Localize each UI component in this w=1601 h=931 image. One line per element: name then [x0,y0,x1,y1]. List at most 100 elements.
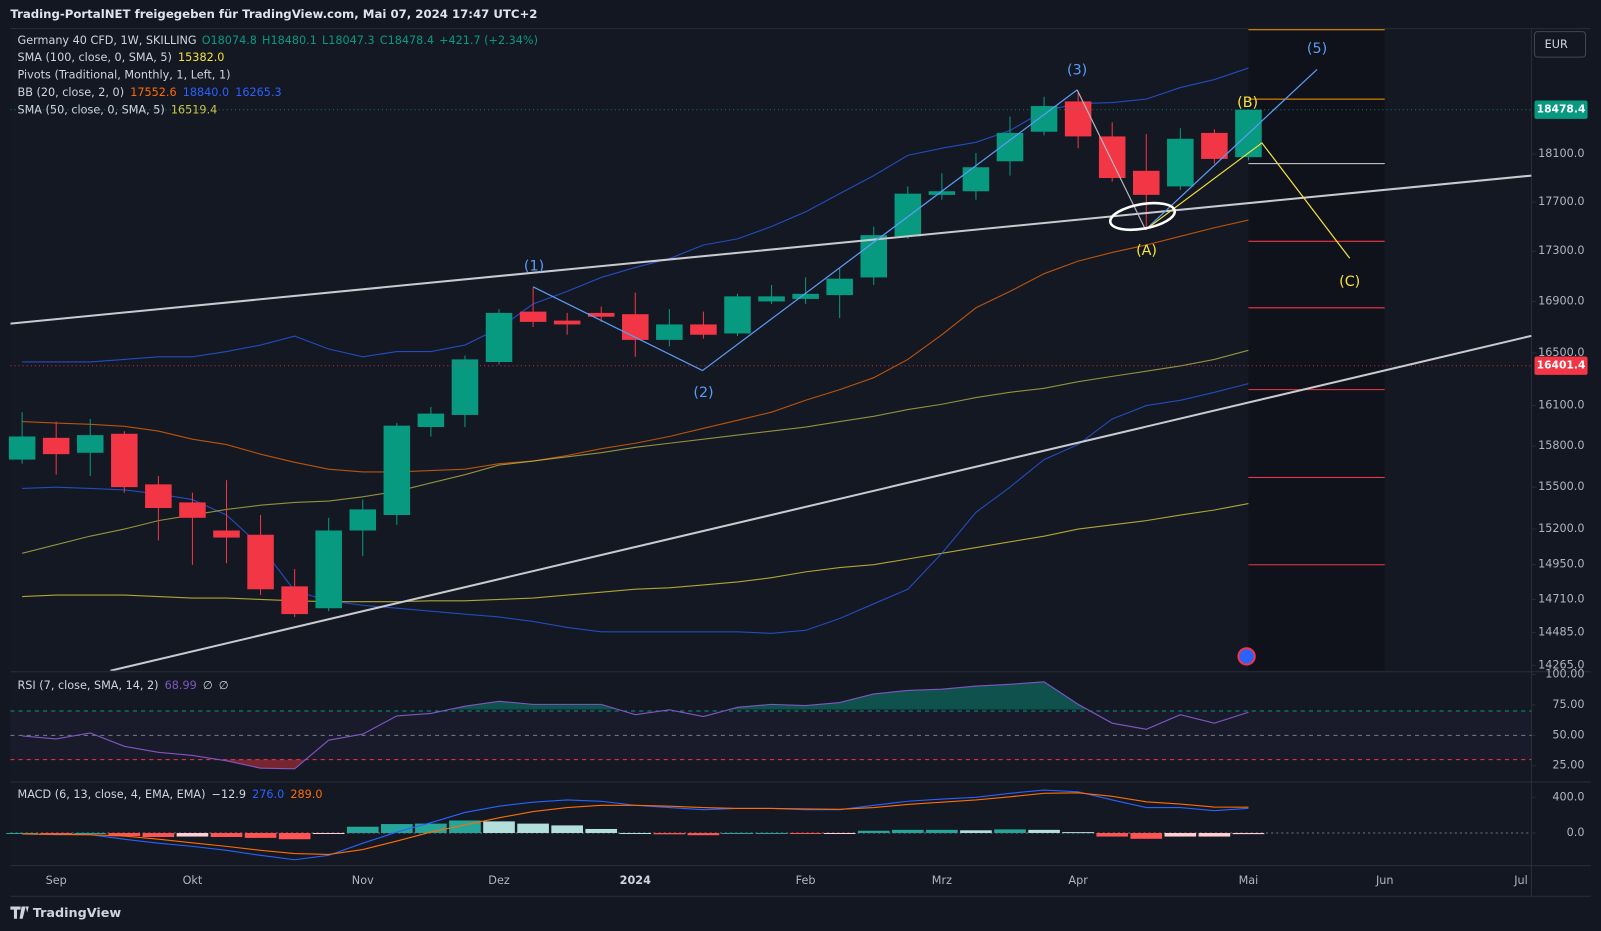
x-tick-label: Jun [1375,874,1394,887]
drawings [10,68,1532,671]
candle-body [622,314,649,340]
background-layer [1248,28,1385,671]
macd-histogram-bar [551,825,583,833]
macd-histogram-bar [517,823,549,833]
macd-histogram-bar [653,832,686,835]
y-tick-label: 14710.0 [1538,592,1584,605]
candle-body [1201,132,1228,159]
candle-body [485,312,513,363]
legend-item: 15382.0 [178,51,224,64]
candle-body [76,435,104,453]
legend-item: O18074.8 [202,34,257,47]
wave-label: (A) [1136,243,1157,259]
currency-label[interactable]: EUR [1545,38,1568,51]
wave-label: (B) [1237,95,1258,111]
macd-line [22,792,1249,856]
macd-histogram-bar [244,832,277,838]
macd-histogram-bar [891,829,924,833]
y-tick-label: 400.0 [1552,790,1584,803]
footer[interactable]: TradingView [10,906,121,921]
candle-body [1030,106,1058,132]
legend-item: SMA (100, close, 0, SMA, 5) [18,51,172,64]
marks [6,29,1532,861]
macd-histogram-bar [619,832,652,835]
legend-item: +421.7 (+2.34%) [439,34,538,47]
header-title: Trading-PortalNET freigegeben für Tradin… [10,7,537,21]
candle-body [383,425,411,516]
candle-body [519,311,547,322]
macd-histogram-bar [176,832,209,837]
legend-item: BB (20, close, 2, 0) [18,86,125,99]
macd-histogram-bar [1232,832,1265,835]
legend-row: MACD (6, 13, close, 4, EMA, EMA) −12.9 276… [18,788,323,801]
y-tick-label: 15200.0 [1538,522,1584,535]
legend-item: 16519.4 [171,103,217,116]
macd-histogram-bar [40,832,73,835]
brand-logo[interactable] [10,906,29,919]
brand-name[interactable]: TradingView [33,906,122,921]
macd-histogram-bar [1028,829,1060,833]
macd-histogram-bar [381,824,413,833]
legend-item: Germany 40 CFD, 1W, SKILLING [18,34,197,47]
x-tick-label: Apr [1068,874,1088,887]
macd-histogram-bar [312,832,345,835]
currency-box[interactable] [1533,31,1587,58]
candle-body [758,296,785,302]
candle-body [247,534,274,590]
wave-label: (C) [1339,274,1360,290]
candle-body [315,530,342,609]
currency-button[interactable]: EUR [1533,31,1587,58]
candle-body [587,312,615,317]
rsi-overbought-fill [449,681,1088,710]
trend-line [10,174,1532,325]
y-tick-label: 16500.0 [1538,346,1584,359]
macd-histogram-bar [755,832,788,835]
trend-line [110,334,1532,671]
legend-row: Germany 40 CFD, 1W, SKILLING O18074.8 H184… [18,34,538,47]
y-tick-label: 16900.0 [1538,294,1584,307]
y-tick-label: 17700.0 [1538,195,1584,208]
candle-body [281,586,308,615]
price-label-box [1534,356,1588,375]
macd-histogram-bar [857,830,890,833]
macd-histogram-bar [1062,832,1094,834]
y-tick-label: 16100.0 [1538,399,1584,412]
legend-item: Pivots (Traditional, Monthly, 1, Left, 1… [18,69,231,82]
event-icon[interactable] [1237,647,1256,666]
pane-borders [10,28,1591,897]
x-tick-label: Okt [183,874,203,887]
candle-body [111,433,138,488]
y-tick-label: 14950.0 [1538,558,1584,571]
legend-item: RSI (7, close, SMA, 14, 2) [18,679,159,692]
x-tick-label: Jul [1513,874,1528,887]
y-tick-label: 50.00 [1552,728,1584,741]
candle-body [179,502,206,518]
legend-item: 276.0 [252,788,284,801]
legend-item: −12.9 [212,788,246,801]
candle-body [792,293,819,299]
legend-item: C18478.4 [380,34,434,47]
x-tick-label: Mai [1239,874,1259,887]
y-tick-label: 17300.0 [1538,244,1584,257]
rsi-line [22,681,1249,770]
x-tick-label: Feb [796,874,816,887]
macd-histogram-bar [210,832,243,838]
legend-item: 17552.6 [130,86,176,99]
y-tick-label: 14265.0 [1538,658,1584,671]
pivot-period [1248,28,1385,671]
legend-row: Pivots (Traditional, Monthly, 1, Left, 1… [18,69,231,82]
candle-body [42,437,70,455]
macd-histogram-bar [6,832,38,835]
candle-body [894,193,922,237]
legend-row: SMA (100, close, 0, SMA, 5) 15382.0 [18,51,225,64]
wave-label: (1) [524,258,544,274]
macd-histogram-bar [483,821,515,833]
candle-body [656,324,683,340]
candle-body [724,296,751,334]
x-tick-label: Dez [488,874,510,887]
wave-line [1145,68,1318,231]
price-label-box [1534,100,1588,119]
candle-body [8,436,36,460]
y-tick-label: 0.0 [1567,826,1585,839]
candle-body [928,191,956,195]
